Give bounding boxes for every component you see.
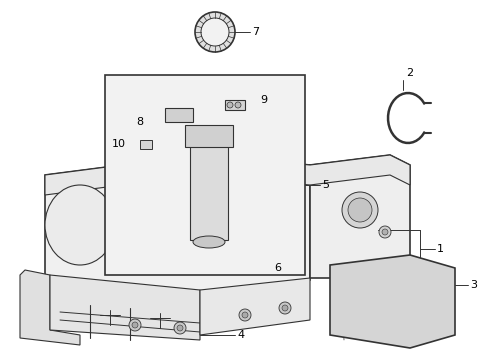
Bar: [165, 108, 193, 122]
Circle shape: [235, 102, 241, 108]
Bar: [105, 75, 305, 275]
Circle shape: [177, 325, 183, 331]
Text: 6: 6: [274, 263, 281, 273]
Circle shape: [227, 102, 233, 108]
Circle shape: [342, 192, 378, 228]
Circle shape: [210, 175, 250, 215]
Text: 2: 2: [406, 68, 413, 78]
Bar: [185, 125, 233, 147]
Circle shape: [264, 229, 276, 241]
Ellipse shape: [45, 185, 115, 265]
Text: 10: 10: [112, 139, 126, 149]
Polygon shape: [20, 270, 80, 345]
Text: 8: 8: [136, 117, 143, 127]
Circle shape: [159, 242, 171, 254]
Ellipse shape: [193, 236, 225, 248]
Bar: [225, 100, 245, 110]
Polygon shape: [50, 275, 200, 340]
Text: 1: 1: [437, 244, 444, 254]
Text: 4: 4: [237, 330, 244, 340]
Text: 7: 7: [252, 27, 259, 37]
Circle shape: [195, 12, 235, 52]
Circle shape: [379, 226, 391, 238]
Circle shape: [106, 186, 134, 214]
Bar: [140, 140, 152, 149]
Polygon shape: [310, 155, 410, 278]
Circle shape: [348, 198, 372, 222]
Circle shape: [201, 18, 229, 46]
Bar: [190, 145, 228, 240]
Circle shape: [242, 312, 248, 318]
Circle shape: [174, 322, 186, 334]
Circle shape: [111, 191, 129, 209]
Polygon shape: [45, 155, 310, 295]
Circle shape: [129, 319, 141, 331]
Polygon shape: [330, 255, 455, 348]
Polygon shape: [200, 278, 310, 335]
Text: 9: 9: [260, 95, 267, 105]
Circle shape: [202, 167, 258, 223]
Text: 5: 5: [322, 180, 329, 190]
Circle shape: [132, 322, 138, 328]
Text: 3: 3: [470, 280, 477, 290]
Circle shape: [239, 309, 251, 321]
Circle shape: [267, 232, 273, 238]
Circle shape: [382, 229, 388, 235]
Circle shape: [279, 302, 291, 314]
Circle shape: [282, 305, 288, 311]
Polygon shape: [45, 155, 410, 195]
Circle shape: [162, 245, 168, 251]
